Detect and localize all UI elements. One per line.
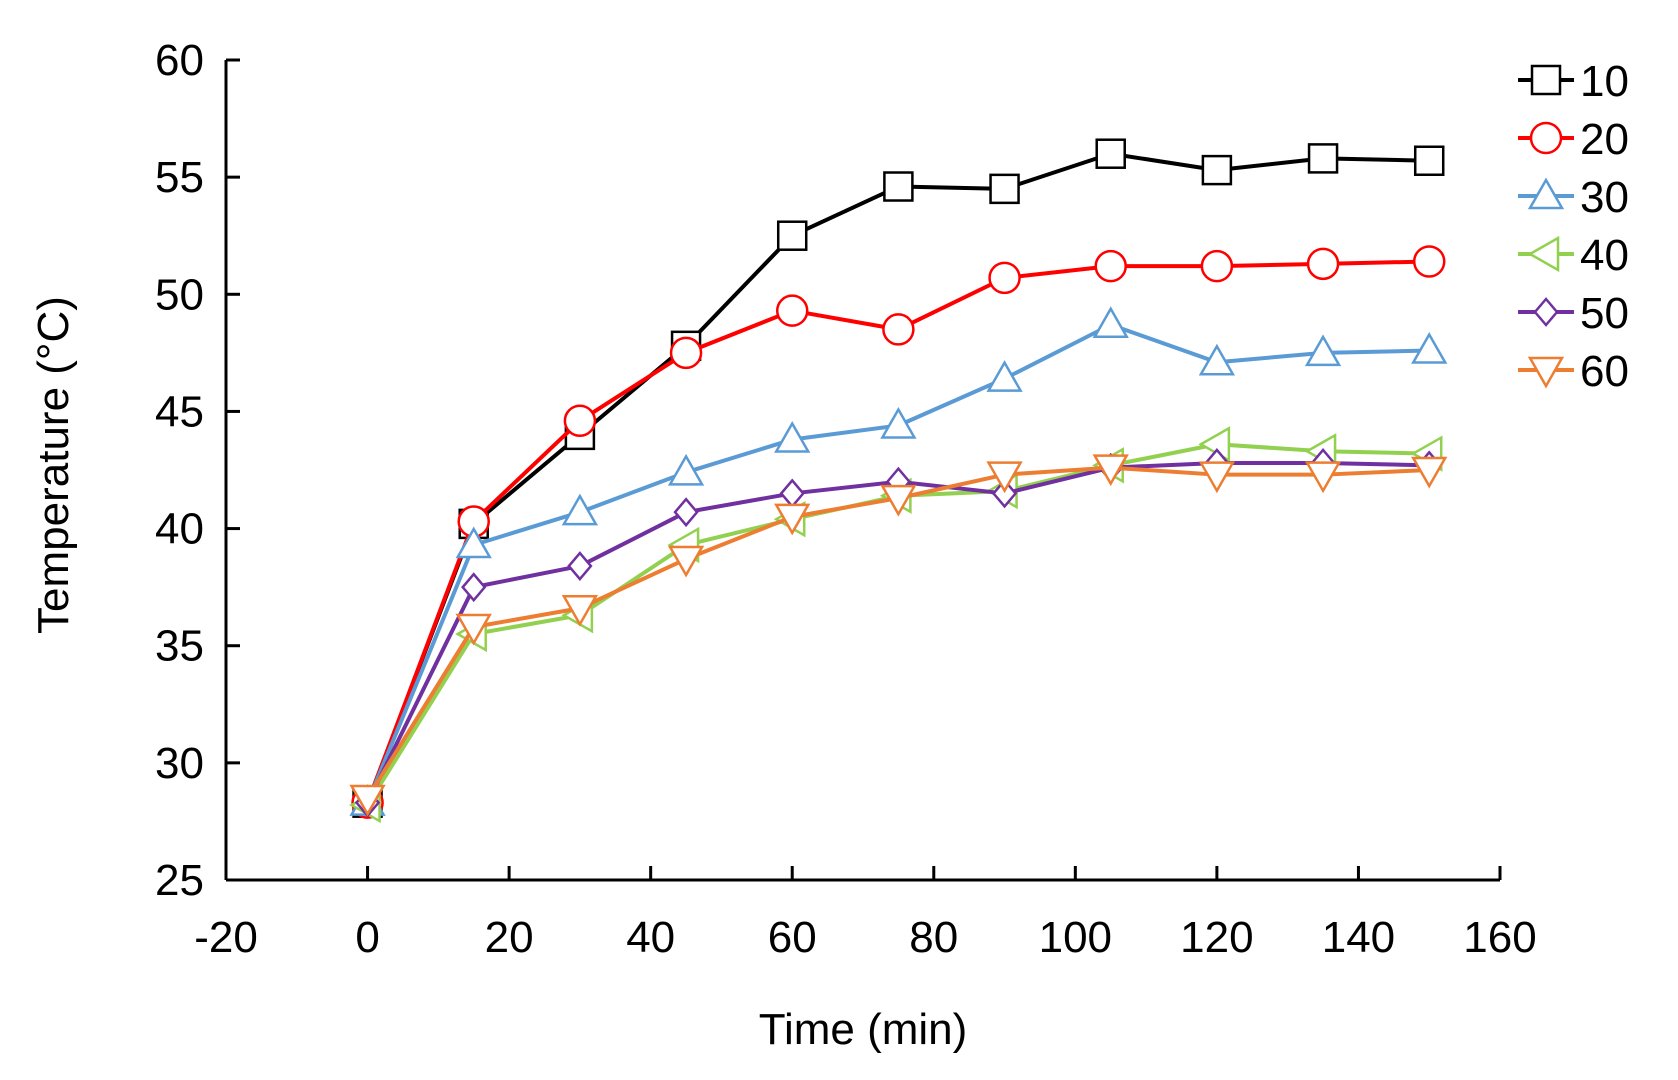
x-tick-label: 160 (1463, 913, 1536, 962)
data-point-30 (667, 453, 705, 486)
data-point-20 (1094, 249, 1127, 283)
legend-marker (1527, 177, 1565, 210)
data-point-20 (669, 336, 703, 370)
data-point-30 (774, 421, 811, 453)
data-point-60 (1304, 461, 1342, 494)
x-tick-label: 140 (1322, 913, 1395, 962)
data-point-50 (461, 572, 487, 603)
series-line-60 (365, 465, 1430, 800)
data-point-50 (673, 497, 699, 528)
data-point-60 (774, 503, 811, 536)
x-tick-label: 80 (909, 913, 958, 962)
legend-item-30: 30 (1518, 173, 1629, 222)
y-tick-label: 45 (155, 387, 204, 436)
series-line-30 (365, 322, 1430, 804)
legend-item-40: 40 (1518, 231, 1629, 280)
legend-label: 20 (1580, 115, 1629, 164)
series-20 (351, 245, 1446, 819)
legend-marker (1527, 356, 1565, 389)
data-point-50 (567, 551, 593, 581)
series-60 (349, 454, 1448, 817)
x-tick-label: 0 (355, 913, 379, 962)
legend-marker (1527, 235, 1560, 273)
data-point-20 (1306, 247, 1340, 281)
legend-item-10: 10 (1518, 57, 1629, 106)
data-point-10 (1413, 145, 1445, 176)
x-ticks: -20 0 20 40 60 80 100 120 140 160 (194, 866, 1537, 962)
legend-marker (1529, 121, 1563, 155)
x-tick-label: 100 (1039, 913, 1112, 962)
data-point-10 (989, 173, 1020, 205)
y-ticks: 25 30 35 40 45 50 55 60 (155, 36, 240, 905)
x-tick-label: 40 (626, 913, 675, 962)
data-point-30 (880, 406, 917, 439)
data-point-60 (986, 461, 1023, 494)
x-tick-label: 120 (1180, 913, 1253, 962)
data-point-30 (1092, 306, 1129, 338)
data-point-30 (1198, 343, 1236, 376)
data-point-10 (1201, 154, 1233, 186)
y-tick-label: 60 (155, 36, 204, 85)
data-point-20 (775, 294, 809, 327)
data-point-60 (1092, 454, 1129, 487)
y-tick-label: 30 (155, 739, 204, 788)
series-layer (349, 138, 1448, 824)
data-point-20 (563, 404, 597, 438)
data-point-30 (1304, 334, 1342, 367)
data-point-60 (1411, 456, 1448, 489)
data-point-30 (986, 360, 1023, 392)
legend-label: 30 (1580, 173, 1629, 222)
legend-label: 60 (1580, 347, 1629, 396)
data-point-60 (1198, 461, 1236, 494)
data-point-60 (349, 784, 386, 817)
legend-label: 10 (1580, 57, 1629, 106)
y-tick-label: 35 (155, 622, 204, 671)
data-point-30 (561, 493, 599, 526)
data-point-30 (1411, 331, 1448, 364)
data-point-30 (455, 526, 492, 559)
y-tick-label: 55 (155, 153, 204, 202)
data-point-20 (882, 313, 915, 346)
legend-item-60: 60 (1518, 347, 1629, 396)
x-tick-label: 20 (485, 913, 534, 962)
legend-marker (1533, 297, 1559, 327)
legend-item-50: 50 (1518, 289, 1629, 338)
data-point-50 (991, 478, 1018, 509)
legend: 10 20 30 40 50 60 (1518, 57, 1629, 396)
legend-label: 40 (1580, 231, 1629, 280)
y-tick-label: 40 (155, 505, 204, 554)
axes (224, 60, 1500, 882)
data-point-20 (1412, 245, 1446, 278)
y-tick-label: 50 (155, 270, 204, 319)
y-axis-title: Temperature (°C) (29, 296, 78, 634)
data-point-20 (988, 261, 1021, 295)
data-point-10 (1095, 138, 1126, 169)
data-point-10 (1307, 143, 1339, 174)
data-point-60 (561, 594, 599, 627)
series-30 (349, 306, 1448, 816)
data-point-60 (667, 545, 705, 578)
data-point-10 (776, 220, 808, 251)
legend-item-20: 20 (1518, 115, 1629, 164)
x-tick-label: 60 (768, 913, 817, 962)
data-point-60 (880, 484, 917, 517)
y-tick-label: 25 (155, 856, 204, 905)
x-axis-title: Time (min) (759, 1005, 968, 1054)
data-point-50 (779, 478, 805, 509)
legend-label: 50 (1580, 289, 1629, 338)
data-point-60 (455, 613, 492, 646)
data-point-10 (883, 171, 914, 202)
legend-marker (1530, 64, 1562, 96)
data-point-20 (1200, 249, 1234, 283)
x-tick-label: -20 (194, 913, 258, 962)
